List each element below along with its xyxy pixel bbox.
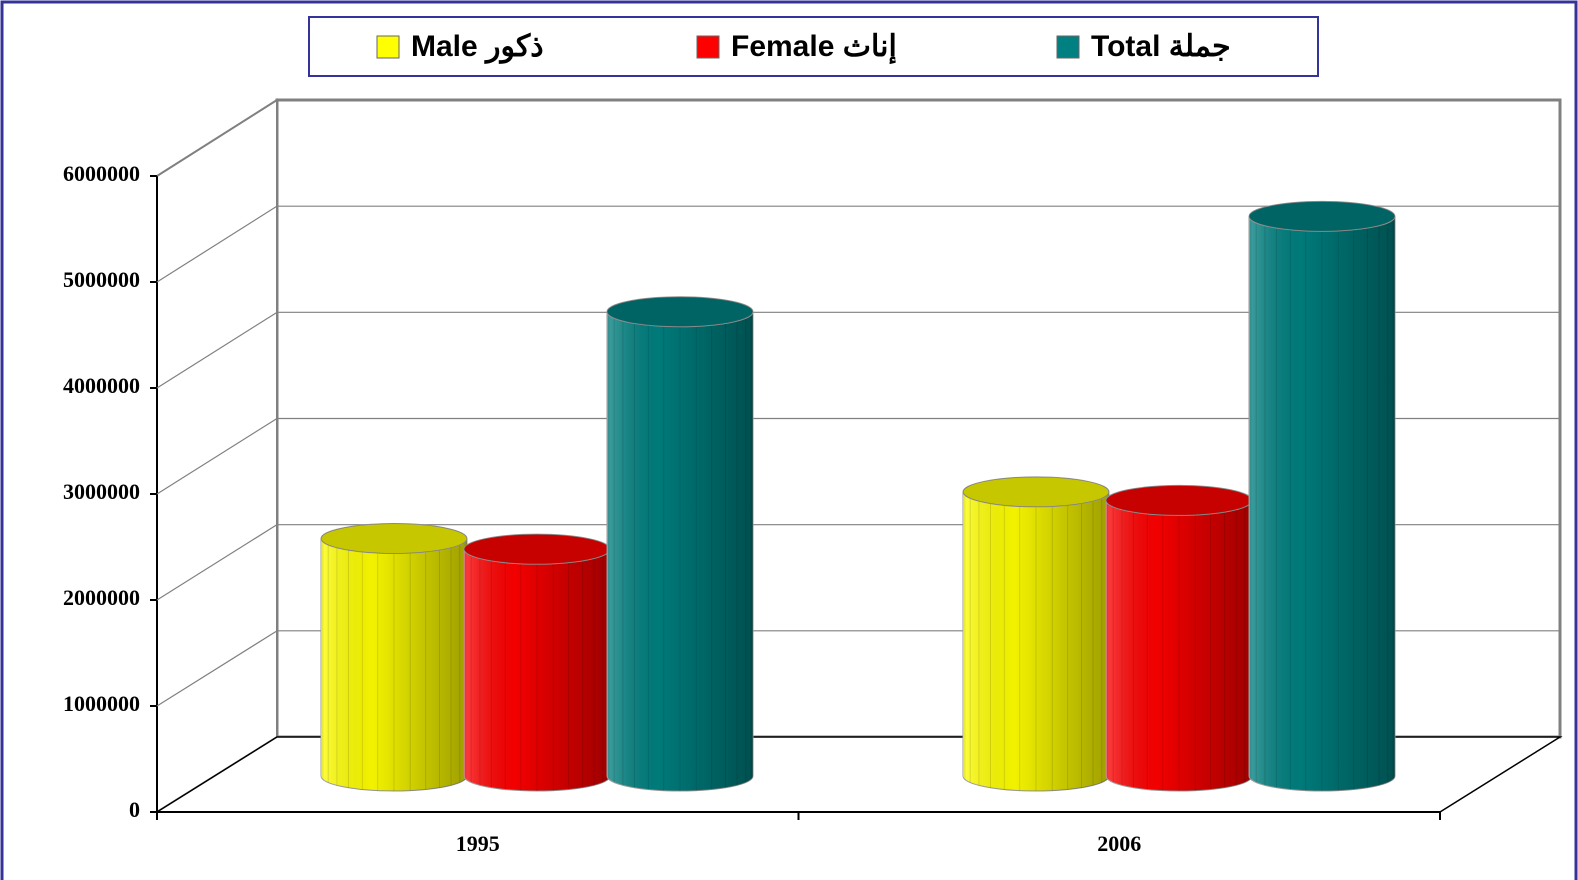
- y-tick-label: 5000000: [63, 267, 140, 292]
- grid-line-side: [156, 630, 278, 707]
- cylinder-top-shade: [464, 534, 610, 565]
- x-tick-label: 2006: [1097, 831, 1141, 856]
- grid-line-side: [156, 99, 278, 177]
- cylinder-top-shade: [1249, 201, 1395, 232]
- x-tick-label: 1995: [456, 831, 500, 856]
- legend-swatch: [1056, 35, 1080, 59]
- cylinder-shade: [1106, 500, 1252, 791]
- cylinder-top: [606, 296, 754, 328]
- cylinder-top-shade: [1106, 485, 1252, 516]
- cylinder-top: [1248, 200, 1396, 232]
- cylinder-shade: [1249, 216, 1395, 791]
- y-tick-label: 2000000: [63, 585, 140, 610]
- y-tick-label: 4000000: [63, 373, 140, 398]
- legend-box: [308, 16, 1319, 77]
- grid-line-side: [156, 417, 278, 495]
- legend-swatch: [376, 35, 400, 59]
- cylinder-top: [962, 476, 1110, 508]
- cylinder-top-shade: [963, 476, 1109, 507]
- y-tick-label: 0: [129, 797, 140, 822]
- legend-swatch: [696, 35, 720, 59]
- cylinder-top-shade: [321, 523, 467, 554]
- grid-line-side: [156, 205, 278, 283]
- cylinder-shade: [464, 549, 610, 791]
- y-tick-label: 1000000: [63, 691, 140, 716]
- cylinder-top: [320, 523, 468, 555]
- cylinder-shade: [607, 311, 753, 791]
- grid-line-side: [156, 311, 278, 389]
- y-tick-label: 6000000: [63, 161, 140, 186]
- legend-label: Female إناث: [731, 30, 897, 65]
- cylinder-shade: [321, 538, 467, 791]
- legend-label: Total جملة: [1091, 30, 1231, 63]
- grid-line-side: [156, 524, 278, 601]
- cylinder-shade: [963, 491, 1109, 791]
- legend-label: Male ذكور: [411, 30, 544, 64]
- y-tick-label: 3000000: [63, 479, 140, 504]
- cylinder-top-shade: [607, 296, 753, 327]
